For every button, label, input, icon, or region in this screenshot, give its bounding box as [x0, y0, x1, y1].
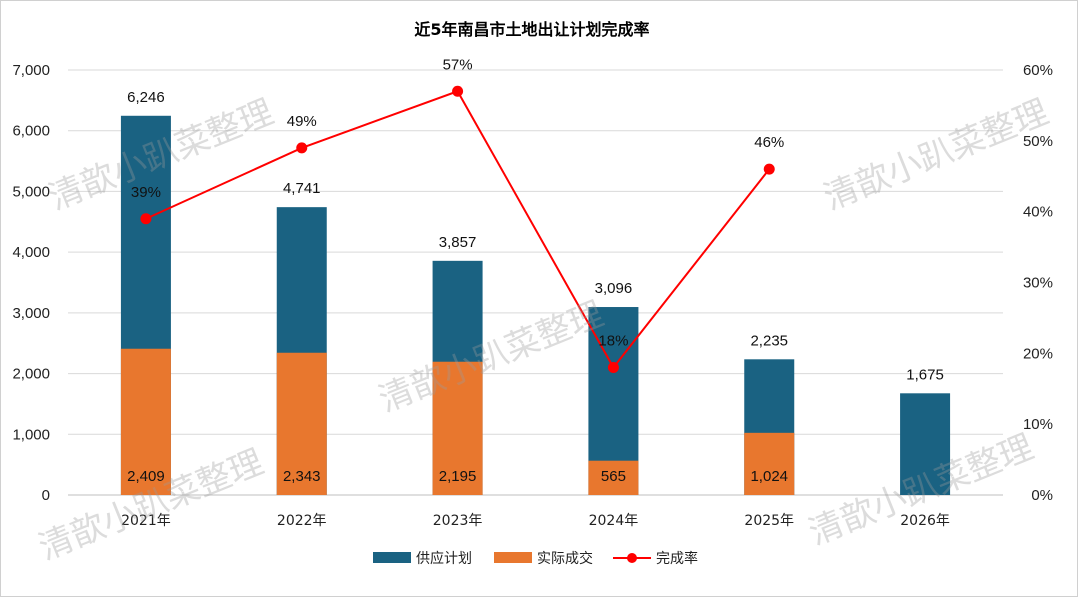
rate-point [607, 362, 619, 373]
left-tick-label: 4,000 [12, 244, 50, 261]
chart-title: 近5年南昌市土地出让计划完成率 [414, 20, 649, 39]
right-tick-label: 60% [1023, 62, 1053, 79]
actual-bar [432, 361, 483, 495]
rate-point [140, 213, 152, 225]
left-tick-label: 6,000 [12, 123, 50, 140]
legend-marker-rate [627, 553, 637, 563]
rate-value-label: 39% [131, 184, 161, 201]
left-tick-label: 2,000 [12, 366, 50, 383]
plan-value-label: 2,235 [750, 332, 788, 349]
plan-value-label: 6,246 [127, 89, 165, 106]
right-tick-label: 30% [1023, 275, 1053, 292]
actual-value-label: 565 [601, 468, 626, 485]
rate-value-label: 46% [754, 134, 784, 151]
left-axis-ticks: 0 1,000 2,000 3,000 4,000 5,000 6,000 7,000 [12, 62, 50, 504]
actual-bars [120, 348, 795, 495]
rate-line [140, 85, 775, 373]
right-tick-label: 40% [1023, 204, 1053, 221]
right-tick-label: 0% [1031, 487, 1053, 504]
category-labels: 2021年 2022年 2023年 2024年 2025年 2026年 [121, 513, 950, 529]
actual-bar [744, 432, 795, 495]
left-tick-label: 1,000 [12, 426, 50, 443]
actual-value-label: 2,195 [439, 468, 477, 485]
category-label: 2025年 [744, 513, 794, 529]
left-tick-label: 5,000 [12, 183, 50, 200]
legend-label-plan: 供应计划 [416, 550, 472, 567]
category-label: 2023年 [433, 513, 483, 529]
rate-point [452, 85, 464, 97]
plan-value-label: 3,857 [439, 234, 477, 251]
rate-point [763, 163, 775, 175]
category-label: 2024年 [589, 513, 639, 529]
plan-value-label: 3,096 [595, 280, 633, 297]
watermark-text: 清歆小趴菜整理 [818, 92, 1054, 218]
rate-value-label: 18% [598, 333, 628, 350]
actual-value-label: 2,343 [283, 468, 321, 485]
rate-value-label: 49% [287, 113, 317, 130]
actual-value-label: 2,409 [127, 468, 165, 485]
right-tick-label: 10% [1023, 416, 1053, 433]
plan-value-label: 1,675 [906, 366, 944, 383]
rate-point [296, 142, 308, 154]
actual-bar [276, 352, 327, 495]
category-label: 2026年 [900, 513, 950, 529]
right-tick-label: 20% [1023, 345, 1053, 362]
left-tick-label: 7,000 [12, 62, 50, 79]
gridlines [68, 69, 1003, 496]
left-tick-label: 3,000 [12, 305, 50, 322]
right-tick-label: 50% [1023, 133, 1053, 150]
category-label: 2021年 [121, 513, 171, 529]
category-label: 2022年 [277, 513, 327, 529]
rate-value-label: 57% [443, 56, 473, 73]
legend-swatch-plan [373, 552, 411, 563]
legend-label-rate: 完成率 [656, 550, 698, 567]
plan-value-label: 4,741 [283, 180, 321, 197]
legend-swatch-actual [494, 552, 532, 563]
actual-bar [588, 460, 639, 495]
actual-bar [120, 348, 171, 495]
right-axis-ticks: 0% 10% 20% 30% 40% 50% 60% [1023, 62, 1053, 504]
actual-value-label: 1,024 [750, 468, 788, 485]
legend-label-actual: 实际成交 [537, 550, 593, 567]
bar-labels: 6,246 2,409 4,741 2,343 3,857 2,195 3,096 565 2,… [127, 56, 944, 485]
plan-bar [900, 393, 951, 495]
legend: 供应计划 实际成交 完成率 [373, 550, 698, 567]
left-tick-label: 0 [42, 487, 50, 504]
